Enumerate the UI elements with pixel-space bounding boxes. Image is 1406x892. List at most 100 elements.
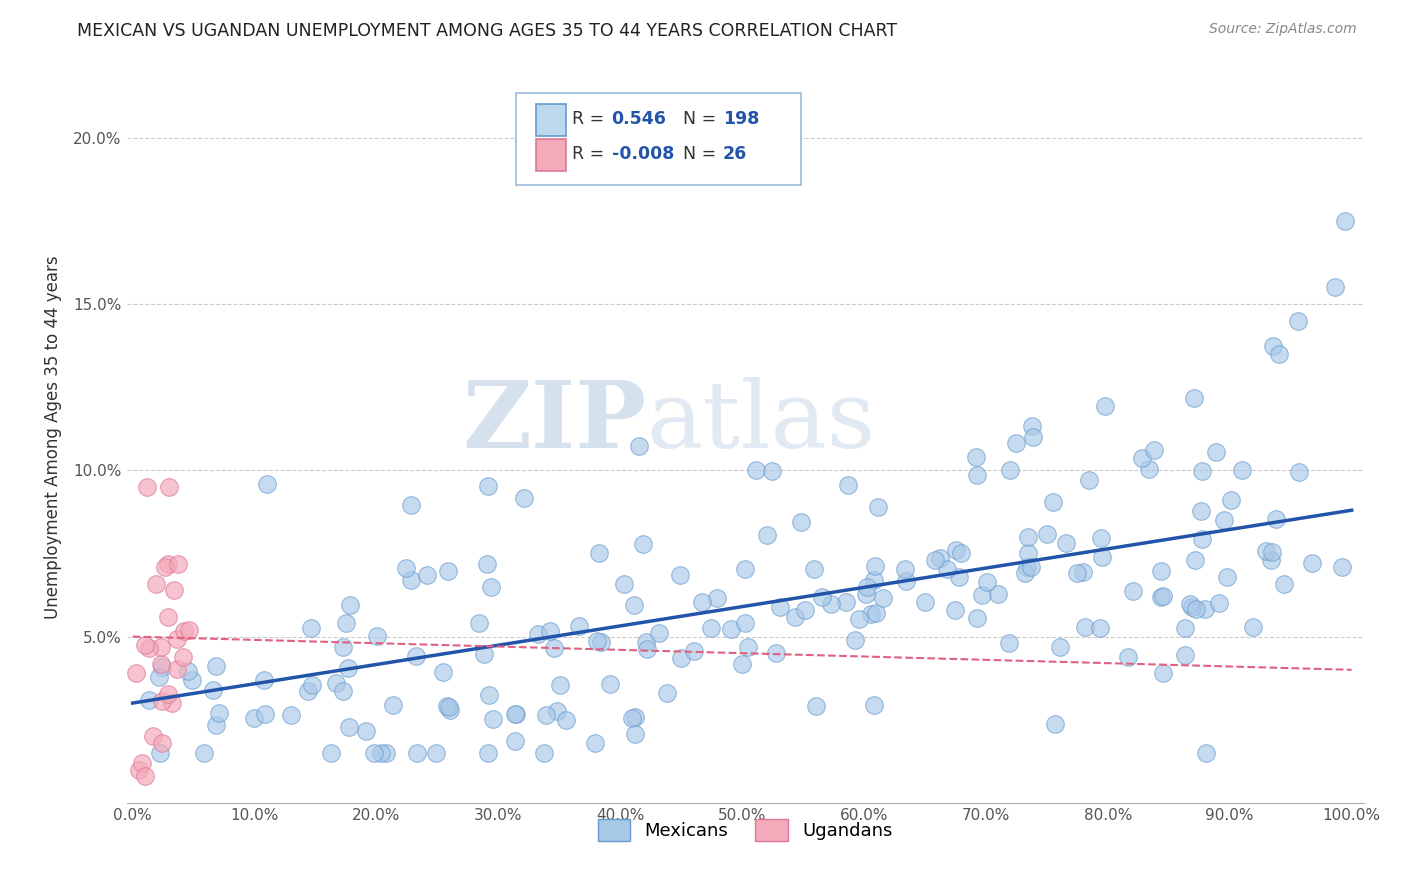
- Point: [366, 629, 388, 643]
- Point: [943, 603, 966, 617]
- Point: [138, 641, 160, 656]
- Point: [682, 644, 704, 658]
- Point: [785, 610, 807, 624]
- Point: [167, 558, 190, 572]
- Point: [131, 756, 153, 770]
- Point: [1066, 566, 1088, 580]
- Point: [363, 746, 385, 760]
- Point: [425, 746, 447, 760]
- Point: [924, 552, 946, 566]
- Point: [297, 684, 319, 698]
- Point: [527, 627, 550, 641]
- Point: [1071, 565, 1094, 579]
- Point: [1185, 601, 1208, 615]
- Point: [1182, 392, 1205, 406]
- Point: [538, 624, 561, 639]
- Point: [1191, 532, 1213, 546]
- Point: [554, 713, 576, 727]
- Point: [468, 616, 491, 631]
- Point: [837, 478, 859, 492]
- Point: [1015, 559, 1038, 574]
- Point: [1143, 442, 1166, 457]
- Point: [166, 632, 188, 646]
- Point: [160, 696, 183, 710]
- Point: [157, 610, 180, 624]
- Point: [503, 734, 526, 748]
- Point: [669, 651, 692, 665]
- Point: [948, 570, 970, 584]
- Point: [1014, 566, 1036, 580]
- Y-axis label: Unemployment Among Ages 35 to 44 years: Unemployment Among Ages 35 to 44 years: [44, 255, 62, 619]
- Point: [406, 746, 429, 760]
- Point: [1191, 464, 1213, 478]
- Point: [1088, 621, 1111, 635]
- Point: [375, 746, 398, 760]
- Point: [548, 678, 571, 692]
- Point: [134, 769, 156, 783]
- Point: [976, 574, 998, 589]
- Point: [631, 537, 654, 551]
- Point: [150, 694, 173, 708]
- Text: ZIP: ZIP: [463, 377, 647, 467]
- Point: [150, 640, 173, 654]
- Point: [1021, 418, 1043, 433]
- Text: MEXICAN VS UGANDAN UNEMPLOYMENT AMONG AGES 35 TO 44 YEARS CORRELATION CHART: MEXICAN VS UGANDAN UNEMPLOYMENT AMONG AG…: [77, 22, 897, 40]
- Point: [335, 616, 357, 631]
- Point: [205, 659, 228, 673]
- Point: [765, 647, 787, 661]
- Point: [150, 736, 173, 750]
- Point: [1194, 602, 1216, 616]
- Text: N =: N =: [683, 110, 717, 128]
- Point: [149, 746, 172, 760]
- Point: [336, 661, 359, 675]
- Point: [399, 574, 422, 588]
- Point: [868, 500, 890, 515]
- Point: [628, 439, 651, 453]
- Point: [436, 565, 458, 579]
- Point: [253, 706, 276, 721]
- Point: [1216, 570, 1239, 584]
- Text: R =: R =: [572, 110, 605, 128]
- Point: [624, 727, 647, 741]
- Point: [416, 568, 439, 582]
- Point: [381, 698, 404, 713]
- Point: [863, 558, 886, 573]
- Point: [1286, 314, 1309, 328]
- Point: [475, 557, 498, 571]
- Point: [811, 590, 834, 604]
- Point: [546, 704, 568, 718]
- Point: [1017, 546, 1039, 560]
- Point: [1049, 640, 1071, 655]
- Point: [1194, 746, 1216, 760]
- Point: [1267, 347, 1289, 361]
- Point: [1118, 650, 1140, 665]
- Point: [806, 699, 828, 714]
- Point: [755, 527, 778, 541]
- Point: [1174, 621, 1197, 635]
- Point: [1184, 552, 1206, 566]
- Point: [162, 582, 184, 597]
- Point: [987, 587, 1010, 601]
- Point: [936, 562, 959, 576]
- Point: [1152, 590, 1174, 604]
- Point: [1254, 543, 1277, 558]
- Point: [432, 665, 454, 679]
- Point: [623, 598, 645, 612]
- Point: [138, 693, 160, 707]
- Point: [136, 480, 159, 494]
- Point: [761, 464, 783, 478]
- Point: [513, 491, 536, 505]
- Point: [745, 463, 768, 477]
- Text: R =: R =: [572, 145, 605, 163]
- Point: [648, 626, 671, 640]
- Point: [872, 591, 894, 606]
- Point: [1150, 564, 1173, 578]
- Point: [150, 657, 173, 672]
- Point: [699, 621, 721, 635]
- Point: [1150, 590, 1173, 604]
- Point: [405, 648, 427, 663]
- Point: [790, 515, 813, 529]
- Point: [794, 603, 817, 617]
- Text: atlas: atlas: [647, 377, 876, 467]
- Point: [157, 480, 180, 494]
